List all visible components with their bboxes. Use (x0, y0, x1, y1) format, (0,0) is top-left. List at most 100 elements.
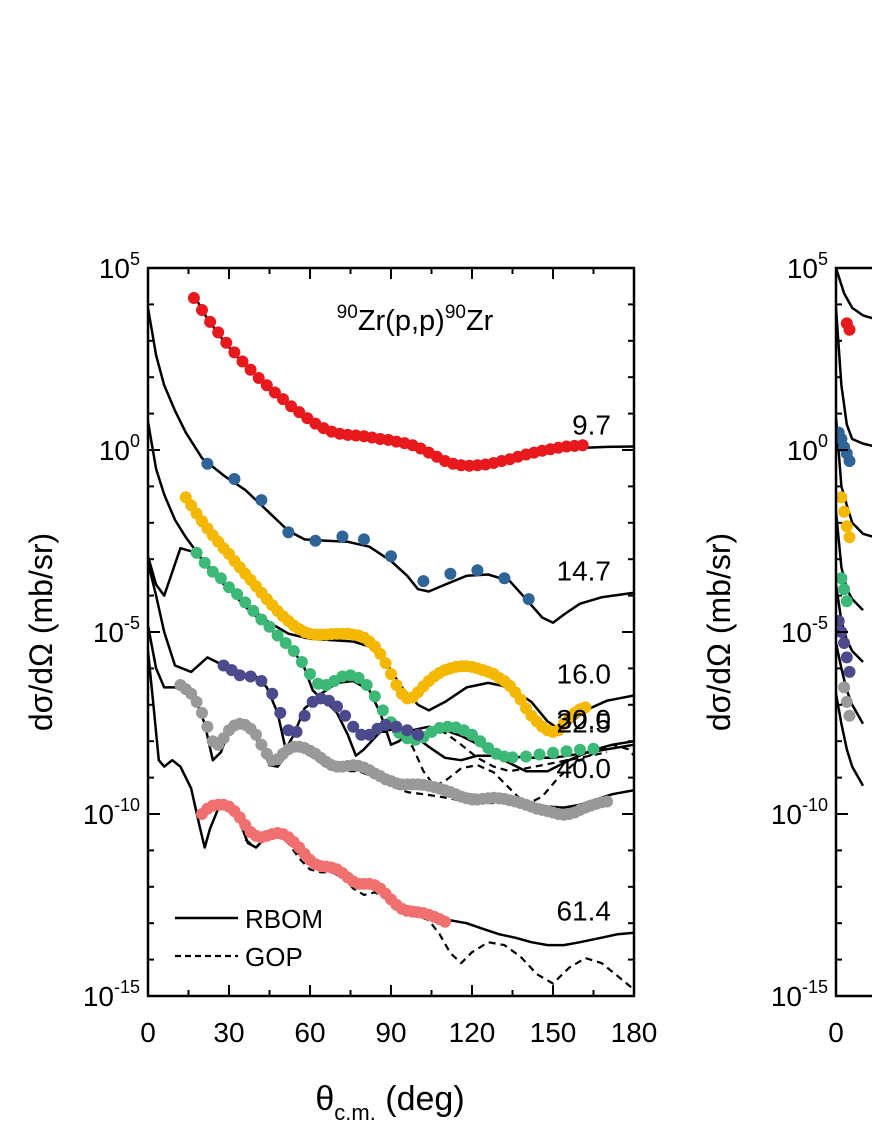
y-axis-label-right: dσ/dΩ (mb/sr) (701, 533, 737, 731)
data-point (838, 583, 851, 596)
data-point (271, 629, 284, 642)
data-point (255, 613, 268, 626)
energy-label: 16.0 (557, 659, 612, 690)
legend-label-gop: GOP (245, 942, 303, 972)
data-point (250, 728, 262, 741)
data-points (174, 292, 613, 928)
data-point (601, 795, 613, 808)
data-point (212, 326, 225, 339)
data-point (368, 690, 381, 703)
data-point (379, 718, 392, 731)
data-point (228, 473, 241, 485)
data-point (506, 751, 519, 764)
data-point (840, 695, 853, 708)
data-point (201, 457, 214, 470)
rbom-curve (148, 562, 634, 773)
x-tick-label: 90 (375, 1017, 406, 1048)
energy-label: 30.0 (557, 704, 612, 735)
data-point (290, 725, 303, 738)
data-point (304, 668, 316, 680)
energy-label: 61.4 (557, 896, 612, 927)
y-tick-label: 10-10 (83, 795, 140, 830)
data-point (233, 669, 246, 682)
data-point (309, 534, 322, 547)
data-point (843, 323, 856, 336)
rbom-curve (836, 693, 865, 787)
data-point (840, 595, 853, 608)
data-point (198, 556, 211, 569)
data-point (336, 530, 349, 543)
data-point (298, 709, 311, 722)
x-tick-label: 60 (294, 1017, 325, 1048)
y-tick-label: 10-10 (771, 795, 828, 830)
data-point (282, 526, 295, 539)
data-point (223, 581, 235, 594)
data-point (360, 679, 373, 691)
data-point (412, 728, 424, 741)
data-point (836, 491, 848, 504)
y-tick-label: 105 (99, 249, 140, 284)
data-point (843, 531, 856, 544)
y-tick-label: 10-5 (781, 613, 828, 648)
right-panel: 105 100 10-5 10-10 10-15 0 dσ/dΩ (mb/sr) (701, 249, 872, 1048)
gop-curve (428, 725, 608, 773)
x-axis-label: θc.m. (deg) (315, 1080, 464, 1125)
energy-labels: 9.7 14.7 16.0 22.530.0 40.0 61.4 (557, 410, 612, 927)
data-point (331, 700, 343, 713)
y-tick-label: 100 (787, 431, 828, 466)
data-point (268, 386, 281, 399)
data-point (587, 742, 600, 755)
data-point (498, 572, 511, 585)
data-point (201, 720, 214, 733)
data-point (295, 656, 308, 668)
data-point (236, 355, 249, 368)
data-point (287, 645, 300, 657)
data-point (385, 550, 397, 563)
y-tick-label: 100 (99, 431, 140, 466)
data-point (836, 572, 848, 585)
data-point (339, 709, 352, 722)
data-point (466, 728, 478, 741)
data-point (274, 706, 287, 719)
energy-label: 40.0 (557, 753, 612, 784)
y-axis-label: dσ/dΩ (mb/sr) (23, 533, 59, 731)
data-point (358, 533, 370, 546)
x-tick-labels: 0 30 60 90 120 150 180 (140, 1017, 657, 1048)
data-point (190, 695, 203, 708)
y-tick-labels-right: 105 100 10-5 10-10 10-15 (771, 249, 828, 1012)
data-point (214, 572, 227, 585)
data-point (255, 675, 268, 687)
data-point (228, 346, 241, 359)
data-point (843, 709, 856, 722)
model-curves-right (836, 268, 872, 787)
data-point (231, 588, 244, 601)
energy-label: 9.7 (572, 410, 611, 441)
data-point (220, 336, 233, 349)
data-point (266, 687, 279, 700)
data-point (352, 671, 365, 684)
y-tick-label: 10-5 (93, 613, 140, 648)
data-point (390, 679, 403, 691)
left-panel: 90Zr(p,p)90Zr 9.7 14.7 16.0 22.530.0 40.0 61.… (23, 249, 657, 1125)
data-point (204, 315, 217, 328)
data-point (836, 615, 845, 627)
data-point (579, 701, 592, 714)
legend: RBOM GOP (175, 904, 323, 972)
plot-frame (146, 266, 636, 998)
data-point (401, 724, 414, 737)
data-point (255, 738, 268, 751)
legend-label-rbom: RBOM (245, 904, 323, 934)
y-tick-label: 10-15 (771, 977, 828, 1012)
data-point (840, 651, 853, 664)
x-tick-label: 30 (213, 1017, 244, 1048)
data-point (379, 657, 392, 670)
data-point (244, 363, 257, 376)
data-point (838, 505, 851, 518)
x-tick-label-right: 0 (828, 1017, 844, 1048)
data-point (471, 564, 484, 577)
data-point (196, 304, 208, 316)
chart-title: 90Zr(p,p)90Zr (337, 302, 494, 337)
data-point (547, 746, 559, 759)
data-point (187, 292, 200, 304)
data-point (843, 665, 856, 678)
